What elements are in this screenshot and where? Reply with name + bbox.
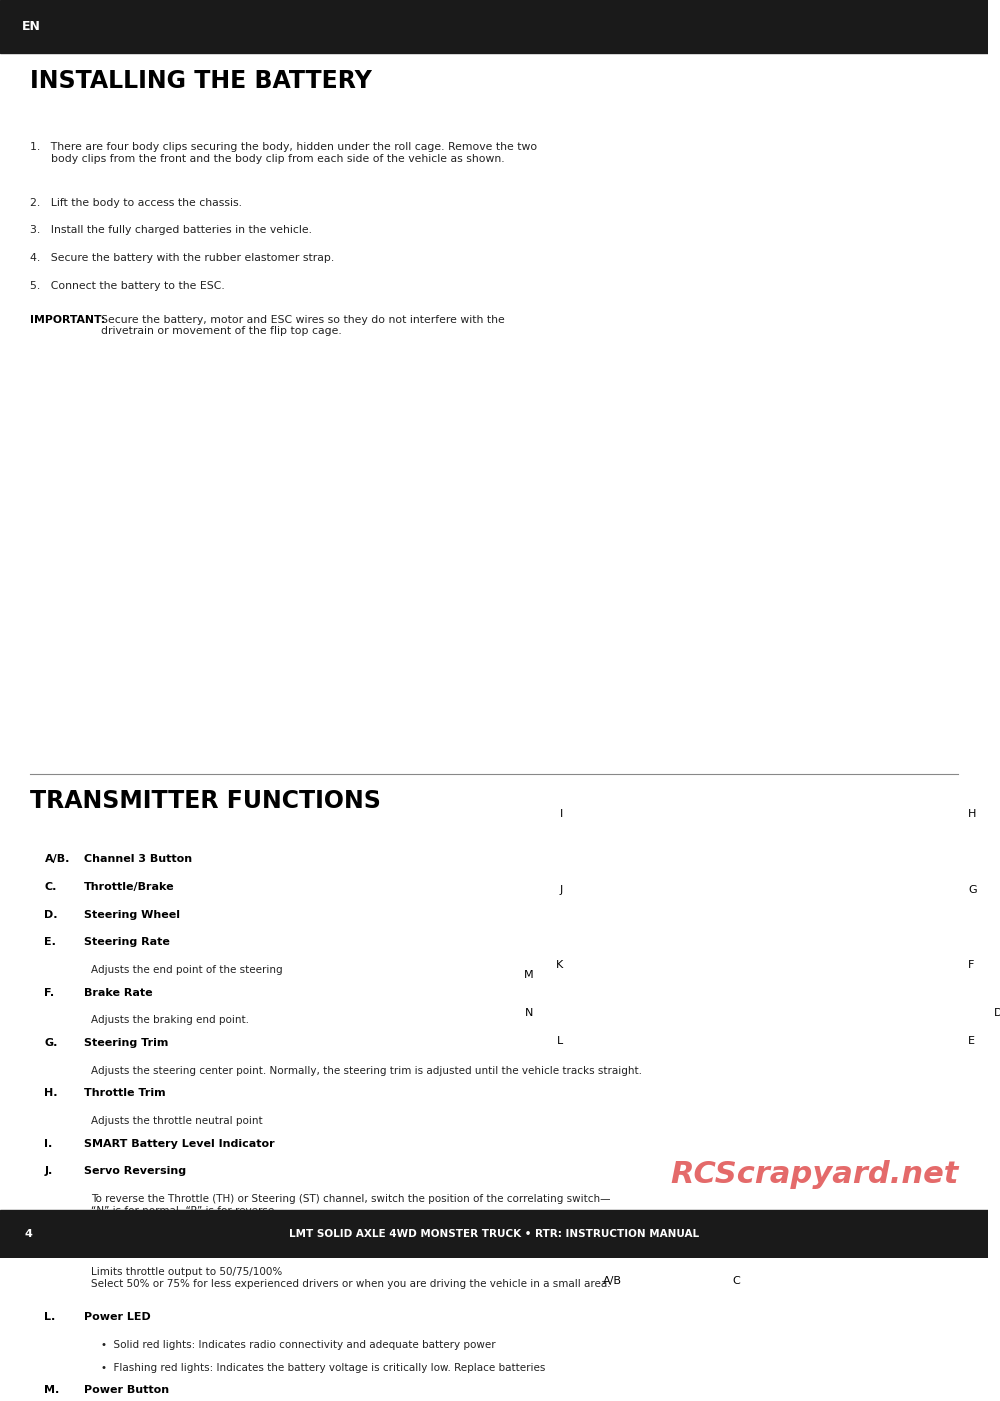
Text: F.: F. <box>44 988 55 998</box>
Text: 5.   Connect the battery to the ESC.: 5. Connect the battery to the ESC. <box>30 280 224 290</box>
Text: I: I <box>560 810 563 820</box>
Text: Secure the battery, motor and ESC wires so they do not interfere with the
drivet: Secure the battery, motor and ESC wires … <box>101 315 505 336</box>
Text: Servo Reversing: Servo Reversing <box>84 1167 186 1177</box>
Text: M.: M. <box>44 1386 60 1395</box>
Text: Steering Rate: Steering Rate <box>84 937 170 947</box>
Text: L: L <box>557 1035 563 1045</box>
Text: EN: EN <box>22 20 41 34</box>
Text: C.: C. <box>44 883 57 892</box>
Text: •  Solid red lights: Indicates radio connectivity and adequate battery power: • Solid red lights: Indicates radio conn… <box>101 1341 495 1351</box>
Text: 2.   Lift the body to access the chassis.: 2. Lift the body to access the chassis. <box>30 198 242 207</box>
Text: M: M <box>524 969 533 981</box>
Text: J: J <box>560 884 563 895</box>
Text: IMPORTANT:: IMPORTANT: <box>30 315 109 325</box>
Text: C: C <box>732 1276 740 1286</box>
Text: K.: K. <box>44 1240 57 1250</box>
Text: Adjusts the end point of the steering: Adjusts the end point of the steering <box>91 965 283 975</box>
Text: D: D <box>994 1007 1000 1019</box>
Text: RCScrapyard.net: RCScrapyard.net <box>670 1160 958 1189</box>
Text: Steering Wheel: Steering Wheel <box>84 909 180 920</box>
Text: E.: E. <box>44 937 56 947</box>
Text: Power Button: Power Button <box>84 1386 169 1395</box>
Text: To reverse the Throttle (TH) or Steering (ST) channel, switch the position of th: To reverse the Throttle (TH) or Steering… <box>91 1194 610 1216</box>
Text: F: F <box>968 960 975 969</box>
Bar <box>0 1210 988 1258</box>
Text: A/B: A/B <box>603 1276 622 1286</box>
Text: Limits throttle output to 50/75/100%
Select 50% or 75% for less experienced driv: Limits throttle output to 50/75/100% Sel… <box>91 1267 611 1289</box>
Text: A/B.: A/B. <box>44 855 70 864</box>
Text: E: E <box>968 1035 975 1045</box>
Text: G: G <box>968 884 977 895</box>
Text: SMART Battery Level Indicator: SMART Battery Level Indicator <box>84 1139 275 1149</box>
Text: Power LED: Power LED <box>84 1313 151 1323</box>
Text: Throttle Limit: Throttle Limit <box>84 1240 170 1250</box>
Text: H: H <box>968 810 977 820</box>
Text: I.: I. <box>44 1139 53 1149</box>
Text: INSTALLING THE BATTERY: INSTALLING THE BATTERY <box>30 69 372 94</box>
Text: Adjusts the braking end point.: Adjusts the braking end point. <box>91 1016 249 1026</box>
Text: Channel 3 Button: Channel 3 Button <box>84 855 192 864</box>
Text: Brake Rate: Brake Rate <box>84 988 153 998</box>
Text: H.: H. <box>44 1089 58 1098</box>
Text: Adjusts the steering center point. Normally, the steering trim is adjusted until: Adjusts the steering center point. Norma… <box>91 1066 642 1076</box>
Text: 3.   Install the fully charged batteries in the vehicle.: 3. Install the fully charged batteries i… <box>30 226 312 235</box>
Text: 4.   Secure the battery with the rubber elastomer strap.: 4. Secure the battery with the rubber el… <box>30 254 334 263</box>
Text: D.: D. <box>44 909 58 920</box>
Text: Throttle Trim: Throttle Trim <box>84 1089 166 1098</box>
Text: Throttle/Brake: Throttle/Brake <box>84 883 175 892</box>
Text: N: N <box>524 1007 533 1019</box>
Text: 4: 4 <box>25 1230 33 1240</box>
Text: 1.   There are four body clips securing the body, hidden under the roll cage. Re: 1. There are four body clips securing th… <box>30 142 537 164</box>
Text: TRANSMITTER FUNCTIONS: TRANSMITTER FUNCTIONS <box>30 789 381 813</box>
Text: J.: J. <box>44 1167 53 1177</box>
Text: L.: L. <box>44 1313 56 1323</box>
Text: LMT SOLID AXLE 4WD MONSTER TRUCK • RTR: INSTRUCTION MANUAL: LMT SOLID AXLE 4WD MONSTER TRUCK • RTR: … <box>289 1230 699 1240</box>
Text: •  Flashing red lights: Indicates the battery voltage is critically low. Replace: • Flashing red lights: Indicates the bat… <box>101 1363 545 1373</box>
Text: Adjusts the throttle neutral point: Adjusts the throttle neutral point <box>91 1117 263 1126</box>
Text: K: K <box>556 960 563 969</box>
Text: G.: G. <box>44 1038 58 1048</box>
Text: Steering Trim: Steering Trim <box>84 1038 168 1048</box>
Bar <box>0 0 988 53</box>
